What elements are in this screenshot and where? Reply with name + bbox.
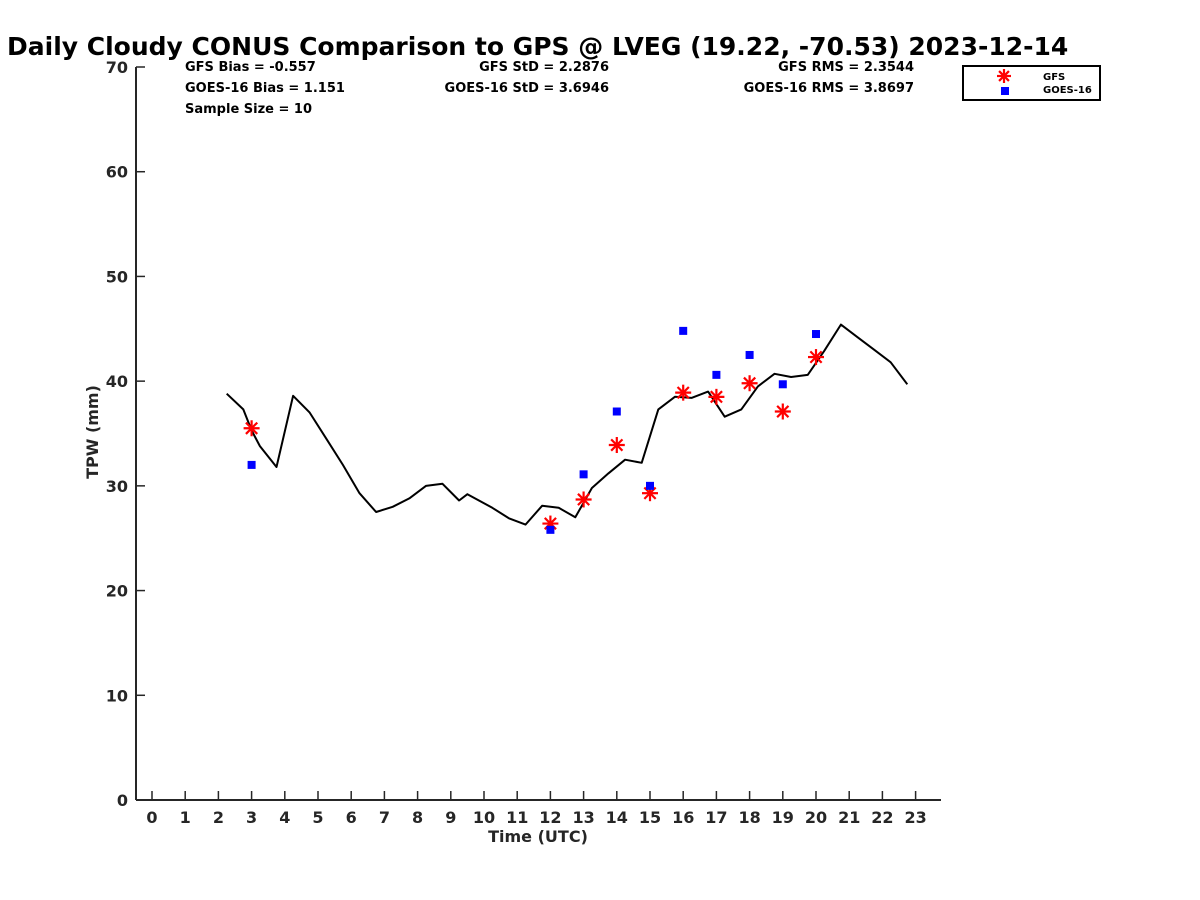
x-tick-label: 8 xyxy=(412,808,423,827)
x-tick-label: 9 xyxy=(445,808,456,827)
x-tick-label: 14 xyxy=(606,808,628,827)
stat-text: Sample Size = 10 xyxy=(185,102,312,117)
gfs-marker-layer xyxy=(243,349,824,532)
y-tick-label: 50 xyxy=(106,267,128,286)
y-tick-label: 10 xyxy=(106,686,128,705)
x-tick-label: 13 xyxy=(572,808,594,827)
gps-line-layer xyxy=(226,323,909,526)
x-tick-label: 22 xyxy=(871,808,893,827)
legend: GFS GOES-16 xyxy=(962,65,1101,101)
gfs-point xyxy=(675,384,692,401)
stat-text: GOES-16 RMS = 3.8697 xyxy=(744,81,914,96)
gfs-point xyxy=(808,349,824,366)
legend-goes-marker xyxy=(1001,87,1009,95)
gfs-point xyxy=(608,437,625,454)
gfs-point xyxy=(774,403,791,420)
y-tick-label: 60 xyxy=(106,163,128,182)
x-tick-label: 23 xyxy=(904,808,926,827)
x-tick-label: 4 xyxy=(279,808,290,827)
gfs-point xyxy=(243,420,260,437)
goes-point xyxy=(778,380,787,389)
goes-point xyxy=(247,460,256,469)
y-tick-label: 20 xyxy=(106,582,128,601)
x-tick-label: 15 xyxy=(639,808,661,827)
legend-gfs-label: GFS xyxy=(1043,72,1065,83)
y-tick-label: 0 xyxy=(117,791,128,810)
goes-marker-layer xyxy=(247,326,820,534)
x-tick-label: 21 xyxy=(838,808,860,827)
stat-text: GOES-16 StD = 3.6946 xyxy=(445,81,609,96)
chart-title: Daily Cloudy CONUS Comparison to GPS @ L… xyxy=(7,32,1068,61)
x-tick-label: 16 xyxy=(672,808,694,827)
goes-point xyxy=(579,470,588,479)
x-tick-label: 17 xyxy=(705,808,727,827)
x-tick-label: 1 xyxy=(180,808,191,827)
legend-goes-label: GOES-16 xyxy=(1043,85,1092,96)
goes-point xyxy=(646,481,654,490)
goes-point xyxy=(745,350,754,359)
x-tick-label: 3 xyxy=(246,808,257,827)
y-tick-label: 70 xyxy=(106,58,128,77)
goes-point xyxy=(812,330,820,339)
legend-box xyxy=(962,65,1101,101)
goes-point xyxy=(679,326,688,335)
stat-text: GFS StD = 2.2876 xyxy=(479,60,609,75)
y-tick-label: 30 xyxy=(106,477,128,496)
x-tick-label: 6 xyxy=(346,808,357,827)
stat-text: GFS RMS = 2.3544 xyxy=(778,60,914,75)
goes-point xyxy=(612,407,621,416)
stat-text: GFS Bias = -0.557 xyxy=(185,60,316,75)
goes-point xyxy=(712,370,721,379)
gps-series-line xyxy=(226,323,909,526)
stat-text: GOES-16 Bias = 1.151 xyxy=(185,81,345,96)
goes-point xyxy=(546,525,555,534)
x-tick-label: 7 xyxy=(379,808,390,827)
legend-gfs-marker xyxy=(997,69,1011,83)
stats-annotations: GFS Bias = -0.557 GOES-16 Bias = 1.151 Sam… xyxy=(185,60,914,117)
x-tick-label: 2 xyxy=(213,808,224,827)
x-tick-label: 12 xyxy=(539,808,561,827)
x-tick-label: 20 xyxy=(805,808,827,827)
y-tick-label: 40 xyxy=(106,372,128,391)
x-tick-label: 11 xyxy=(506,808,528,827)
x-axis-label: Time (UTC) xyxy=(488,827,588,846)
x-tick-label: 18 xyxy=(738,808,760,827)
y-axis-label: TPW (mm) xyxy=(83,385,102,479)
x-tick-label: 19 xyxy=(772,808,794,827)
x-tick-label: 10 xyxy=(473,808,495,827)
gfs-point xyxy=(708,388,725,405)
gfs-point xyxy=(741,375,758,392)
gfs-point xyxy=(575,491,592,508)
x-tick-label: 5 xyxy=(312,808,323,827)
x-tick-label: 0 xyxy=(146,808,157,827)
